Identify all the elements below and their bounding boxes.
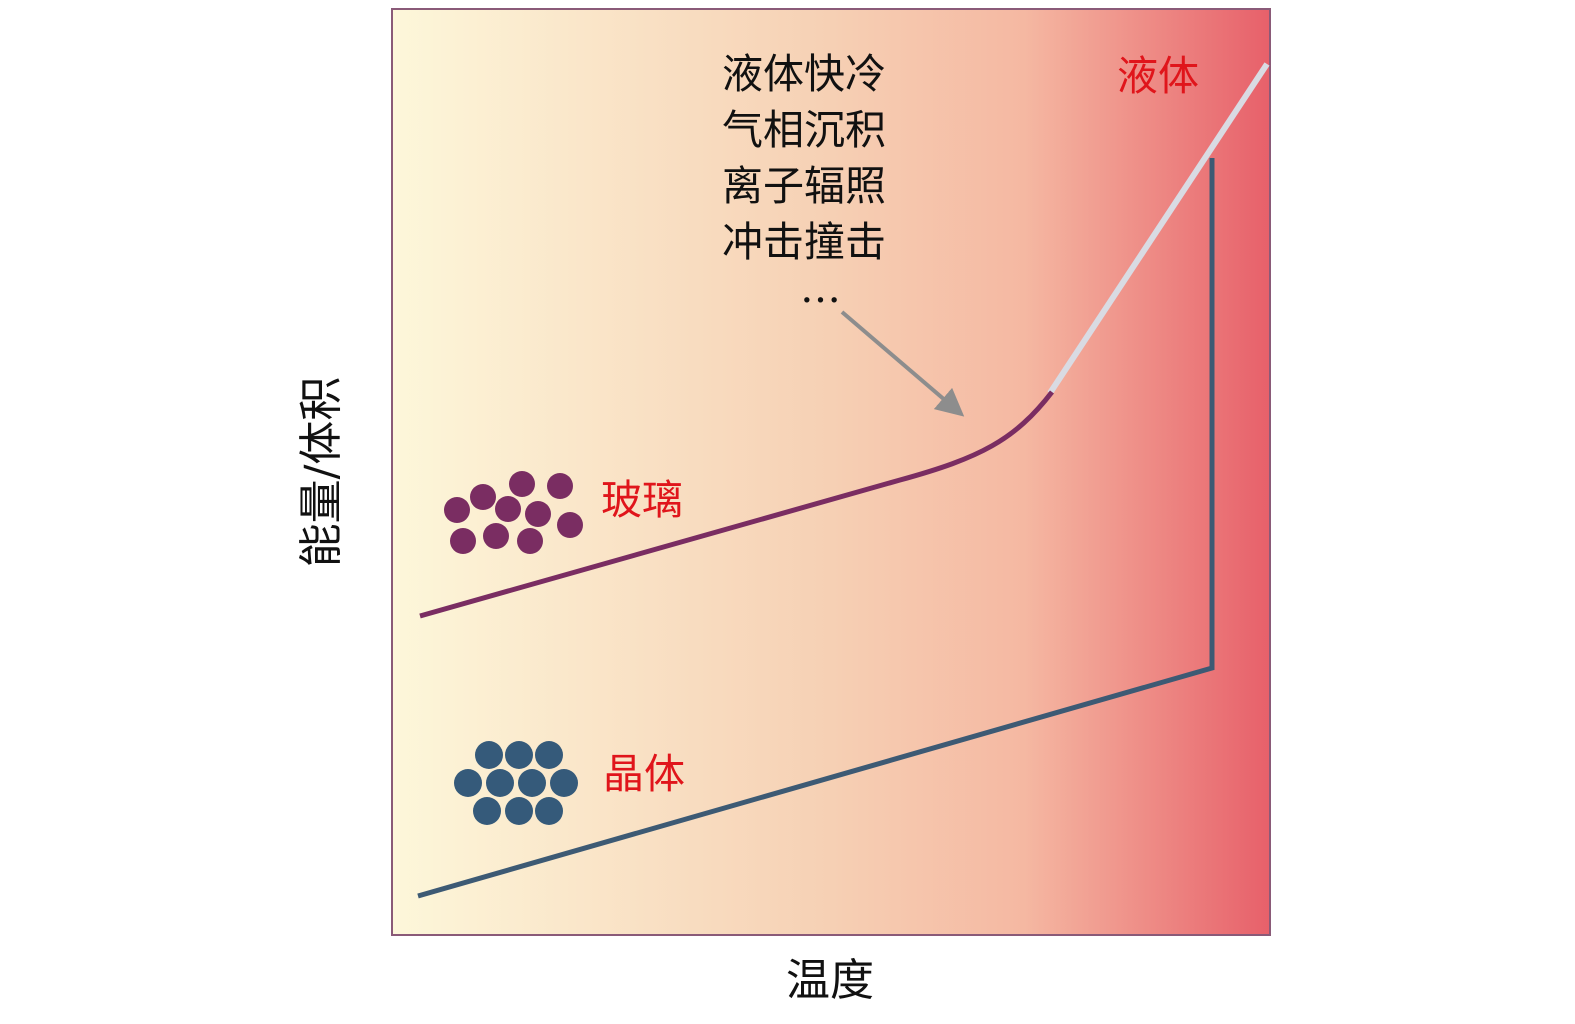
method-ellipsis: … xyxy=(800,264,841,312)
method-item: 离子辐照 xyxy=(722,162,886,210)
glass-particles-icon xyxy=(444,471,583,554)
method-list: 液体快冷 气相沉积 离子辐照 冲击撞击 … xyxy=(722,50,886,312)
method-item: 冲击撞击 xyxy=(722,218,886,266)
glass-curve xyxy=(419,390,1054,619)
arrow-icon xyxy=(840,310,965,417)
crystal-label: 晶体 xyxy=(603,750,685,798)
crystal-particles-icon xyxy=(454,741,578,825)
liquid-label: 液体 xyxy=(1117,52,1199,100)
method-item: 液体快冷 xyxy=(722,50,886,98)
method-item: 气相沉积 xyxy=(722,106,886,154)
x-axis-label: 温度 xyxy=(786,955,874,1006)
glass-label: 玻璃 xyxy=(601,476,683,524)
y-axis-label: 能量/体积 xyxy=(296,377,347,568)
liquid-curve xyxy=(1047,62,1270,395)
crystal-curve xyxy=(417,158,1215,899)
